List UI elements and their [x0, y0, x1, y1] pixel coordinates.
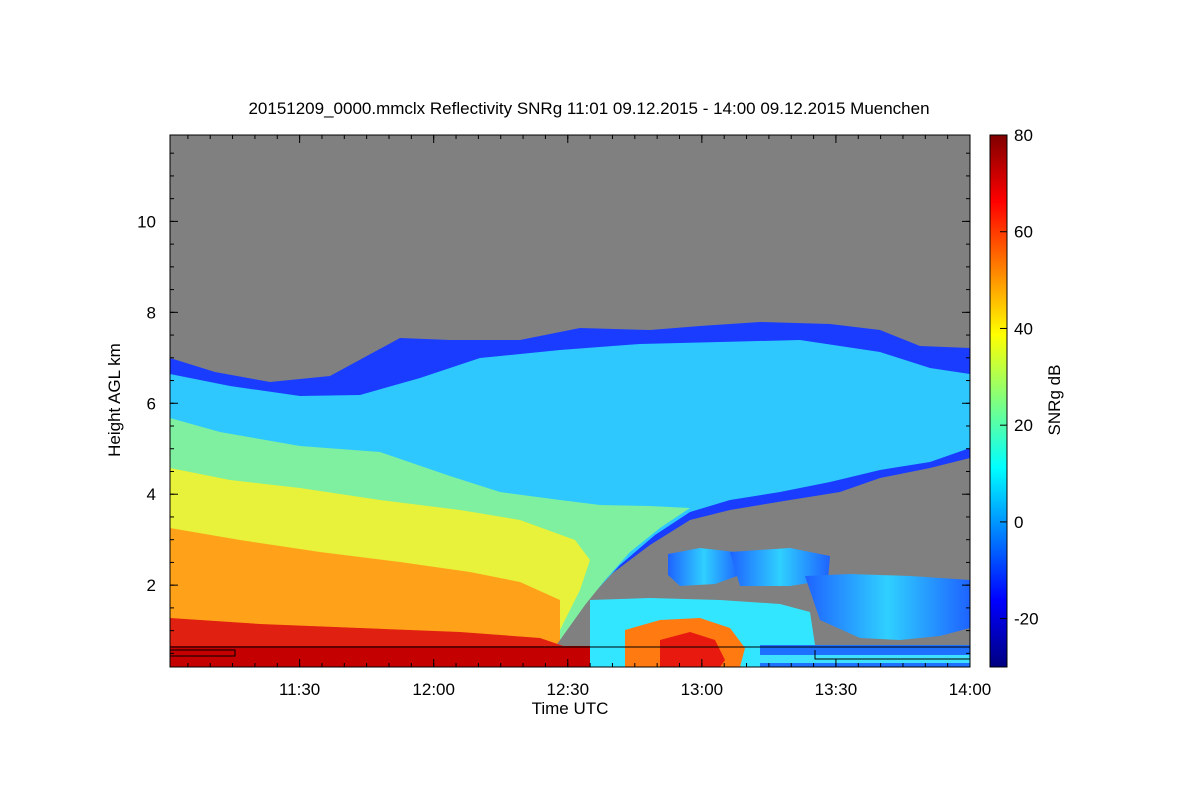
- colorbar-tick-label: 60: [1014, 223, 1033, 242]
- y-tick-label: 4: [147, 485, 156, 504]
- mid-level-patch-1: [668, 548, 740, 586]
- colorbar: [989, 134, 1008, 668]
- colorbar-tick-label: 80: [1014, 126, 1033, 145]
- plot-frame: [169, 134, 971, 668]
- x-tick-label: 12:00: [412, 680, 455, 699]
- y-axis: 2 4 6 8 10: [137, 152, 970, 654]
- y-tick-label: 6: [147, 394, 156, 413]
- chart-title: 20151209_0000.mmclx Reflectivity SNRg 11…: [248, 99, 929, 118]
- colorbar-tick-label: -20: [1014, 610, 1039, 629]
- reflectivity-field: [170, 322, 970, 667]
- mid-level-patch-2: [730, 548, 830, 586]
- colorbar-label: SNRg dB: [1045, 365, 1064, 436]
- surface-boundary-line: [170, 646, 970, 660]
- y-tick-label: 10: [137, 212, 156, 231]
- x-axis: 11:30 12:00 12:30 13:00 13:30 14:00: [187, 135, 992, 699]
- colorbar-tick-label: 20: [1014, 416, 1033, 435]
- x-tick-label: 12:30: [546, 680, 589, 699]
- y-tick-label: 8: [147, 303, 156, 322]
- y-tick-label: 2: [147, 576, 156, 595]
- x-tick-label: 13:00: [681, 680, 724, 699]
- surface-clutter-band: [170, 646, 590, 667]
- x-axis-label: Time UTC: [532, 699, 609, 718]
- colorbar-axis: -20 0 20 40 60 80: [1000, 126, 1039, 629]
- x-tick-label: 14:00: [949, 680, 992, 699]
- precip-hotspot-core: [660, 632, 725, 667]
- y-axis-label: Height AGL km: [105, 343, 124, 457]
- colorbar-tick-label: 40: [1014, 319, 1033, 338]
- x-tick-label: 13:30: [815, 680, 858, 699]
- colorbar-tick-label: 0: [1014, 513, 1023, 532]
- x-tick-label: 11:30: [279, 680, 320, 699]
- plot-area: [170, 135, 970, 667]
- mid-level-patch-3: [805, 574, 970, 640]
